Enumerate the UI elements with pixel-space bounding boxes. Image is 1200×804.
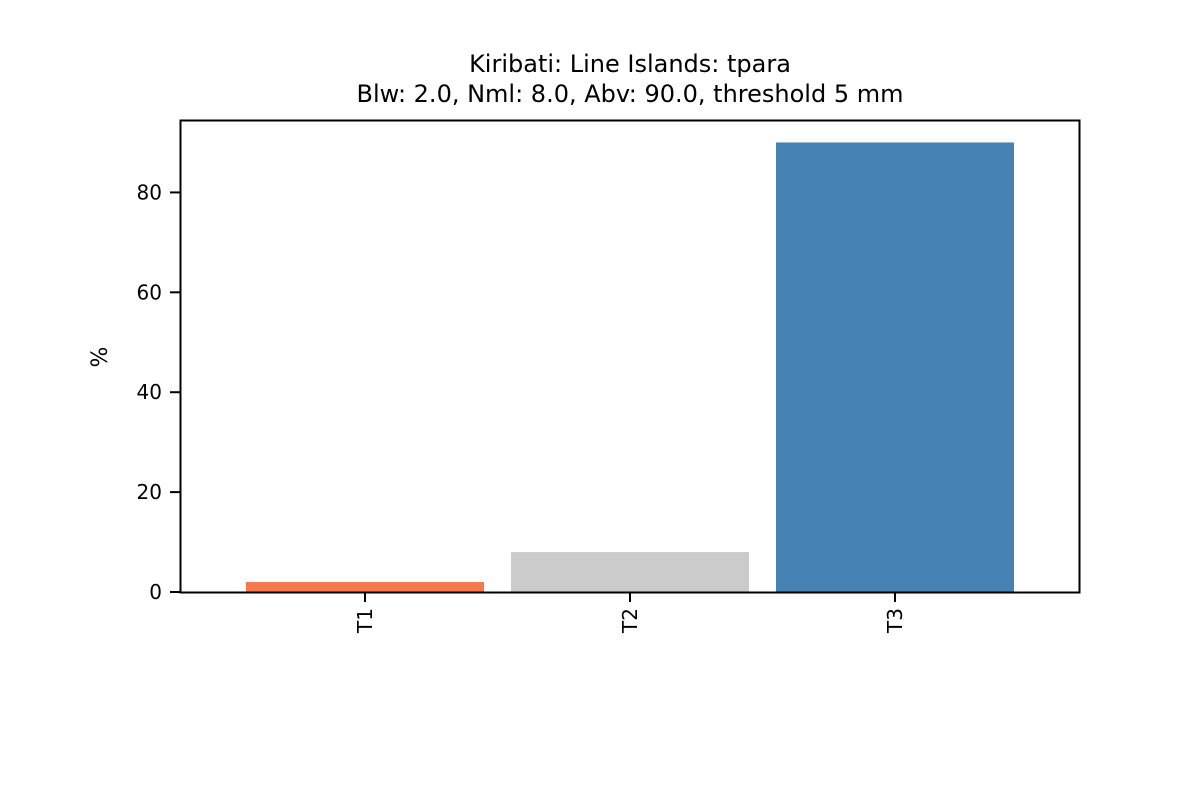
- chart-title: Kiribati: Line Islands: tpara: [469, 50, 791, 78]
- y-tick-label: 0: [149, 580, 162, 604]
- ticks-layer: T1 T2 T3 0 20 40 60 80: [137, 180, 907, 634]
- x-tick-label: T2: [618, 608, 642, 634]
- x-tick-label: T3: [883, 608, 907, 634]
- y-axis-label: %: [88, 347, 113, 368]
- bars-layer: [246, 142, 1014, 592]
- y-tick-label: 20: [137, 480, 162, 504]
- y-tick-label: 80: [137, 180, 162, 204]
- y-tick-label: 40: [137, 380, 162, 404]
- chart-subtitle: Blw: 2.0, Nml: 8.0, Abv: 90.0, threshold…: [357, 80, 904, 108]
- bar-t3: [776, 142, 1014, 592]
- bar-t2: [511, 552, 749, 592]
- plot-frame: [179, 119, 1081, 594]
- y-tick-label: 60: [137, 280, 162, 304]
- bar-t1: [246, 582, 484, 592]
- x-tick-label: T1: [353, 608, 377, 634]
